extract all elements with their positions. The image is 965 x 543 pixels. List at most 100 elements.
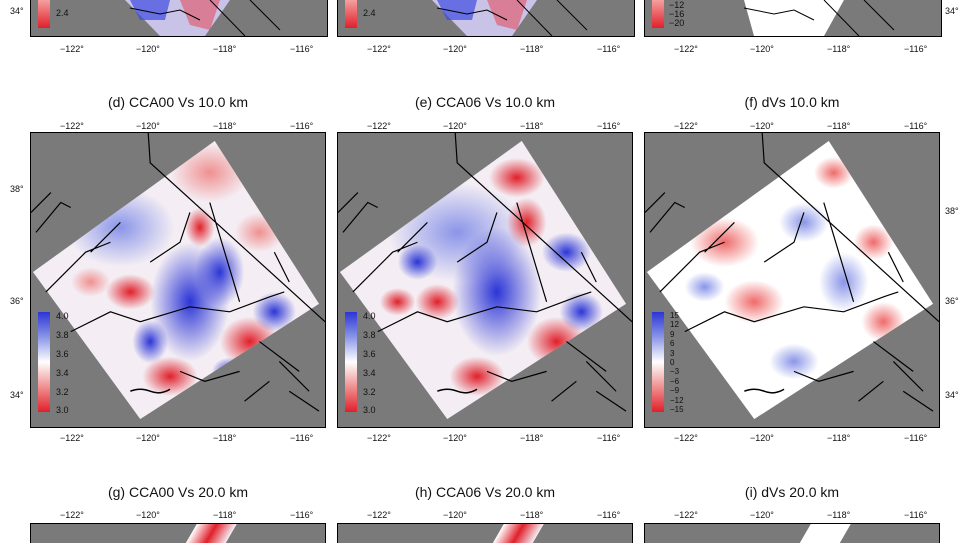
colorbar-d-label: 3.6 xyxy=(56,349,69,359)
x-tick: −118° xyxy=(520,121,544,131)
x-tick: −122° xyxy=(60,433,84,443)
x-tick: −122° xyxy=(367,433,391,443)
x-tick: −120° xyxy=(750,121,774,131)
colorbar-f-label: −9 xyxy=(670,386,680,396)
y-tick-right: 38° xyxy=(945,206,959,216)
colorbar-c-fragment xyxy=(652,0,664,28)
x-tick: −118° xyxy=(827,433,851,443)
colorbar-e xyxy=(345,312,357,412)
x-tick: −116° xyxy=(290,510,314,520)
x-tick: −116° xyxy=(597,121,621,131)
colorbar-f-label: −12 xyxy=(670,395,684,405)
x-tick: −118° xyxy=(213,44,237,54)
y-tick-left: 36° xyxy=(10,296,24,306)
x-tick: −122° xyxy=(674,510,698,520)
x-tick: −116° xyxy=(904,433,928,443)
x-tick: −122° xyxy=(60,510,84,520)
x-tick: −120° xyxy=(750,433,774,443)
colorbar-c-label-1: −12 xyxy=(669,0,685,10)
x-tick: −120° xyxy=(750,44,774,54)
x-tick: −122° xyxy=(60,121,84,131)
x-tick: −122° xyxy=(674,433,698,443)
panel-c-map-fragment xyxy=(743,0,895,36)
colorbar-c-label-2: −16 xyxy=(669,9,685,19)
colorbar-f-label: 0 xyxy=(670,358,675,367)
panel-g-title: (g) CCA00 Vs 20.0 km xyxy=(107,484,249,500)
panel-e-title: (e) CCA06 Vs 10.0 km xyxy=(414,94,556,110)
x-tick: −118° xyxy=(520,44,544,54)
x-tick: −122° xyxy=(367,510,391,520)
panel-a-map-fragment xyxy=(125,0,281,36)
panel-d-map xyxy=(30,132,326,428)
x-tick: −120° xyxy=(443,433,467,443)
colorbar-e-label: 4.0 xyxy=(363,311,376,321)
x-tick: −116° xyxy=(290,44,314,54)
panel-b-map-fragment xyxy=(432,0,588,36)
colorbar-f-label: −6 xyxy=(670,376,680,386)
panel-f-title: (f) dVs 10.0 km xyxy=(744,94,840,110)
colorbar-d-label: 3.2 xyxy=(56,387,69,397)
top-y-tick-left: 34° xyxy=(10,6,24,16)
colorbar-b-label: 2.4 xyxy=(363,8,376,18)
colorbar-a-label: 2.4 xyxy=(56,8,69,18)
x-tick: −120° xyxy=(136,510,160,520)
panel-g-partial xyxy=(30,523,326,543)
colorbar-f-label: 12 xyxy=(670,320,679,330)
x-tick: −120° xyxy=(136,433,160,443)
x-tick: −120° xyxy=(443,44,467,54)
x-tick: −120° xyxy=(750,510,774,520)
x-tick: −122° xyxy=(674,121,698,131)
x-tick: −120° xyxy=(443,121,467,131)
x-tick: −118° xyxy=(520,433,544,443)
colorbar-e-label: 3.0 xyxy=(363,405,376,415)
panel-i-title: (i) dVs 20.0 km xyxy=(744,484,840,500)
colorbar-f-label: −3 xyxy=(670,367,680,377)
colorbar-d xyxy=(38,312,50,412)
colorbar-f-label: −15 xyxy=(670,405,684,414)
colorbar-e-label: 3.8 xyxy=(363,330,376,340)
colorbar-f-label: 15 xyxy=(670,311,679,320)
panel-i-partial xyxy=(644,523,940,543)
colorbar-e-label: 3.2 xyxy=(363,387,376,397)
panel-h-partial xyxy=(337,523,633,543)
colorbar-f-label: 9 xyxy=(670,329,675,339)
x-tick: −120° xyxy=(443,510,467,520)
colorbar-c-label-3: −20 xyxy=(669,18,685,28)
colorbar-d-label: 3.8 xyxy=(56,330,69,340)
x-tick: −122° xyxy=(674,44,698,54)
x-tick: −118° xyxy=(213,121,237,131)
colorbar-f xyxy=(652,312,664,412)
x-tick: −116° xyxy=(904,44,928,54)
x-tick: −118° xyxy=(827,44,851,54)
panel-f-map xyxy=(644,132,940,428)
x-tick: −118° xyxy=(520,510,544,520)
x-tick: −120° xyxy=(136,44,160,54)
colorbar-b-fragment xyxy=(345,0,357,28)
x-tick: −116° xyxy=(597,433,621,443)
panel-d-title: (d) CCA00 Vs 10.0 km xyxy=(107,94,249,110)
x-tick: −118° xyxy=(213,510,237,520)
x-tick: −120° xyxy=(136,121,160,131)
x-tick: −118° xyxy=(827,510,851,520)
y-tick-right: 34° xyxy=(945,390,959,400)
y-tick-left: 34° xyxy=(10,390,24,400)
colorbar-d-label: 4.0 xyxy=(56,311,69,321)
y-tick-right: 36° xyxy=(945,296,959,306)
x-tick: −116° xyxy=(597,510,621,520)
colorbar-a-fragment xyxy=(38,0,50,28)
colorbar-f-label: 6 xyxy=(670,339,675,349)
panel-e-map xyxy=(337,132,633,428)
x-tick: −116° xyxy=(904,510,928,520)
x-tick: −122° xyxy=(367,121,391,131)
colorbar-f-label: 3 xyxy=(670,348,675,358)
x-tick: −122° xyxy=(367,44,391,54)
x-tick: −116° xyxy=(290,433,314,443)
colorbar-d-label: 3.4 xyxy=(56,368,69,378)
x-tick: −116° xyxy=(290,121,314,131)
y-tick-left: 38° xyxy=(10,184,24,194)
top-y-tick-right: 34° xyxy=(945,6,959,16)
panel-h-title: (h) CCA06 Vs 20.0 km xyxy=(414,484,556,500)
colorbar-d-label: 3.0 xyxy=(56,405,69,415)
colorbar-e-label: 3.4 xyxy=(363,368,376,378)
x-tick: −118° xyxy=(213,433,237,443)
